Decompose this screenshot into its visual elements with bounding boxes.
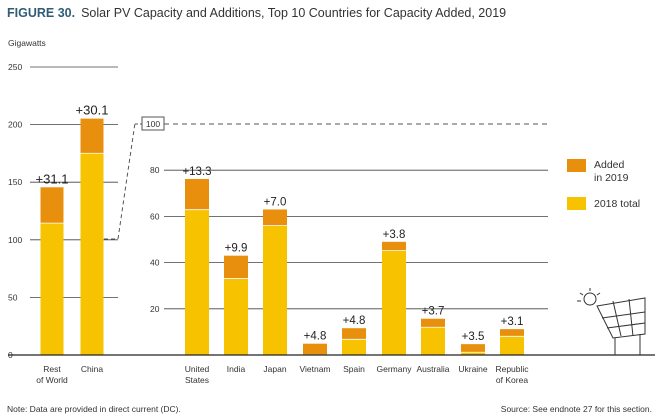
right-gridlines: 20 40 60 80 bbox=[150, 165, 548, 314]
bar-added-2019 bbox=[185, 178, 209, 210]
legend-added-line2: in 2019 bbox=[594, 172, 629, 184]
bar-added-label: +3.1 bbox=[501, 316, 524, 328]
bar-added-2019 bbox=[40, 187, 64, 224]
bar-added-label: +30.1 bbox=[76, 103, 109, 118]
bar-total-2018 bbox=[224, 278, 248, 355]
bar-added-label: +7.0 bbox=[264, 196, 287, 208]
bar-total-2018 bbox=[185, 209, 209, 355]
category-label: Japan bbox=[263, 364, 286, 374]
left-y-tick: 250 bbox=[8, 62, 22, 72]
bar-added-2019 bbox=[500, 329, 524, 337]
figure-title: FIGURE 30. Solar PV Capacity and Addition… bbox=[7, 6, 506, 20]
bar-added-2019 bbox=[461, 344, 485, 353]
bar-added-2019 bbox=[80, 118, 104, 154]
bar-total-2018 bbox=[421, 327, 445, 355]
bar-total-2018 bbox=[40, 223, 64, 355]
category-label: Vietnam bbox=[299, 364, 330, 374]
y-axis-label: Gigawatts bbox=[8, 38, 46, 48]
bar-total-2018 bbox=[80, 153, 104, 355]
bar-added-2019 bbox=[421, 318, 445, 328]
category-label-line2: of Korea bbox=[496, 375, 528, 385]
bar-added-label: +13.3 bbox=[182, 166, 211, 178]
bar-total-2018 bbox=[342, 339, 366, 355]
bar-total-2018 bbox=[382, 250, 406, 355]
left-y-tick: 50 bbox=[8, 292, 18, 302]
right-y-tick: 60 bbox=[150, 211, 160, 221]
category-label-line2: States bbox=[185, 375, 209, 385]
left-y-tick: 200 bbox=[8, 120, 22, 130]
zoom-connector-line bbox=[117, 122, 136, 240]
category-label: Rest bbox=[43, 364, 61, 374]
left-y-tick: 100 bbox=[8, 235, 22, 245]
bar-total-2018 bbox=[461, 352, 485, 355]
right-y-tick: 40 bbox=[150, 258, 160, 268]
legend-added-line1: Added bbox=[594, 159, 625, 171]
bar-added-label: +3.5 bbox=[462, 331, 485, 343]
category-label: United bbox=[185, 364, 210, 374]
category-label: Australia bbox=[416, 364, 449, 374]
legend-swatch-total bbox=[567, 197, 586, 210]
category-label: Germany bbox=[377, 364, 413, 374]
bar-added-label: +31.1 bbox=[36, 171, 69, 186]
category-label: India bbox=[227, 364, 246, 374]
legend-swatch-added bbox=[567, 159, 586, 172]
bar-added-label: +4.8 bbox=[304, 331, 327, 343]
right-y-tick: 20 bbox=[150, 304, 160, 314]
footnote: Note: Data are provided in direct curren… bbox=[7, 404, 181, 414]
bar-added-label: +3.8 bbox=[383, 229, 406, 241]
bar-added-label: +9.9 bbox=[225, 243, 248, 255]
bar-total-2018 bbox=[500, 336, 524, 355]
left-y-tick: 150 bbox=[8, 177, 22, 187]
zoom-marker-label: 100 bbox=[146, 119, 160, 129]
legend-total-line1: 2018 total bbox=[594, 198, 640, 210]
bar-added-label: +3.7 bbox=[422, 306, 445, 318]
bar-added-2019 bbox=[342, 328, 366, 340]
bar-added-2019 bbox=[224, 255, 248, 279]
category-label: Republic bbox=[495, 364, 529, 374]
category-label: Ukraine bbox=[458, 364, 488, 374]
bar-added-2019 bbox=[263, 209, 287, 226]
category-label-line2: of World bbox=[36, 375, 68, 385]
figure-number: FIGURE 30. bbox=[7, 6, 76, 20]
category-label: China bbox=[81, 364, 103, 374]
bar-added-2019 bbox=[303, 343, 327, 355]
bar-added-label: +4.8 bbox=[343, 315, 366, 327]
category-label: Spain bbox=[343, 364, 365, 374]
right-y-tick: 80 bbox=[150, 165, 160, 175]
bar-total-2018 bbox=[263, 225, 287, 355]
figure-title-text: Solar PV Capacity and Additions, Top 10 … bbox=[81, 6, 507, 20]
solar-panel-icon bbox=[577, 288, 646, 355]
bar-added-2019 bbox=[382, 241, 406, 251]
source-note: Source: See endnote 27 for this section. bbox=[500, 404, 652, 414]
